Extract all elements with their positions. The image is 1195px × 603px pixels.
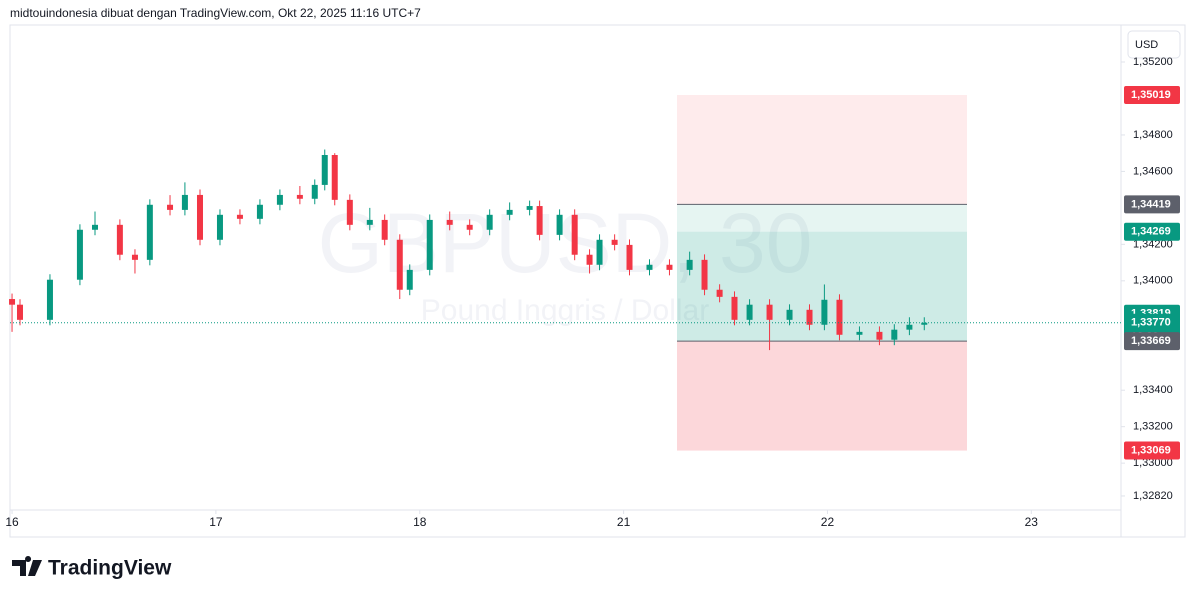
x-tick-label: 16 bbox=[5, 515, 19, 529]
y-tick-label: 1,34200 bbox=[1133, 238, 1173, 250]
candle-body bbox=[556, 214, 563, 235]
candle-body bbox=[596, 239, 603, 265]
y-tick-label: 1,33000 bbox=[1133, 457, 1173, 469]
candle-body bbox=[526, 206, 533, 210]
y-tick-label: 1,33400 bbox=[1133, 384, 1173, 396]
candle-body bbox=[236, 214, 243, 219]
candle-body bbox=[256, 204, 263, 219]
candle-body bbox=[716, 289, 723, 297]
price-tag-label: 1,33770 bbox=[1131, 317, 1171, 329]
candle-body bbox=[856, 331, 863, 335]
price-tag-label: 1,34419 bbox=[1131, 198, 1171, 210]
candle-body bbox=[311, 184, 318, 199]
logo-mark bbox=[12, 556, 42, 576]
candle-body bbox=[906, 324, 913, 330]
candle-body bbox=[276, 194, 283, 205]
candle-body bbox=[331, 155, 338, 200]
candle-body bbox=[701, 259, 708, 290]
price-tag bbox=[1124, 86, 1180, 105]
candle-body bbox=[216, 214, 223, 240]
candle-body bbox=[571, 214, 578, 255]
candle-body bbox=[381, 219, 388, 240]
x-tick-label: 23 bbox=[1025, 515, 1039, 529]
candle-body bbox=[766, 304, 773, 320]
x-tick-label: 21 bbox=[617, 515, 631, 529]
currency-button[interactable] bbox=[1127, 30, 1181, 59]
y-tick-label: 1,34800 bbox=[1133, 129, 1173, 141]
y-tick-label: 1,32820 bbox=[1133, 490, 1173, 502]
candle-body bbox=[406, 269, 413, 290]
chart-frame bbox=[9, 24, 1186, 538]
candle-body bbox=[346, 199, 353, 225]
y-tick-label: 1,34600 bbox=[1133, 165, 1173, 177]
candle-body bbox=[836, 299, 843, 335]
candle-body bbox=[92, 224, 99, 230]
candle-body bbox=[731, 296, 738, 320]
price-tag bbox=[1124, 441, 1180, 460]
currency: USD bbox=[1135, 39, 1158, 51]
candle-body bbox=[466, 224, 473, 230]
candle-body bbox=[426, 219, 433, 270]
candle-body bbox=[196, 194, 203, 240]
candle-body bbox=[746, 304, 753, 320]
logo bbox=[12, 556, 42, 576]
candle-body bbox=[296, 194, 303, 199]
candle-body bbox=[786, 309, 793, 320]
candle-body bbox=[9, 299, 16, 305]
candle-body bbox=[146, 204, 153, 260]
candle-body bbox=[16, 304, 23, 320]
brand: TradingView bbox=[48, 557, 172, 580]
watermark-description: Pound Inggris / Dollar bbox=[421, 294, 710, 327]
candle-body bbox=[167, 204, 174, 210]
candle-body bbox=[686, 259, 693, 270]
target-zone-upper bbox=[677, 204, 967, 232]
candle-body bbox=[76, 229, 83, 280]
price-tag-label: 1,34269 bbox=[1131, 226, 1171, 238]
y-tick-label: 1,35200 bbox=[1133, 56, 1173, 68]
plot-layer bbox=[9, 95, 1121, 451]
x-tick-label: 18 bbox=[413, 515, 427, 529]
candle-body bbox=[611, 239, 618, 245]
candle-body bbox=[181, 194, 188, 210]
candle-body bbox=[666, 264, 673, 270]
candle-body bbox=[626, 244, 633, 270]
candle-body bbox=[486, 214, 493, 230]
candle-body bbox=[821, 299, 828, 325]
y-tick-label: 1,34000 bbox=[1133, 275, 1173, 287]
price-tag-label: 1,33069 bbox=[1131, 444, 1171, 456]
candle-body bbox=[806, 309, 813, 325]
price-tag-label: 1,35019 bbox=[1131, 89, 1171, 101]
x-tick-label: 22 bbox=[821, 515, 835, 529]
candle-body bbox=[446, 219, 453, 225]
x-tick-label: 17 bbox=[209, 515, 223, 529]
candle-body bbox=[586, 254, 593, 265]
price-tag bbox=[1124, 332, 1180, 351]
candle-body bbox=[876, 331, 883, 340]
candle-body bbox=[506, 209, 513, 215]
header-text: midtouindonesia dibuat dengan TradingVie… bbox=[10, 6, 421, 20]
price-tag bbox=[1124, 195, 1180, 214]
candle-body bbox=[891, 329, 898, 340]
candle-body bbox=[536, 206, 543, 235]
candle-body bbox=[321, 155, 328, 185]
stop-zone-lower bbox=[677, 341, 967, 451]
candle-body bbox=[396, 239, 403, 290]
candle-body bbox=[131, 254, 138, 260]
candle-body bbox=[921, 322, 928, 325]
price-tag-label: 1,33669 bbox=[1131, 335, 1171, 347]
candle-body bbox=[366, 219, 373, 225]
candle-body bbox=[46, 279, 53, 320]
y-tick-label: 1,33200 bbox=[1133, 421, 1173, 433]
stop-zone bbox=[677, 95, 967, 205]
candle-body bbox=[116, 224, 123, 255]
candle-body bbox=[646, 264, 653, 270]
price-tag bbox=[1124, 222, 1180, 241]
